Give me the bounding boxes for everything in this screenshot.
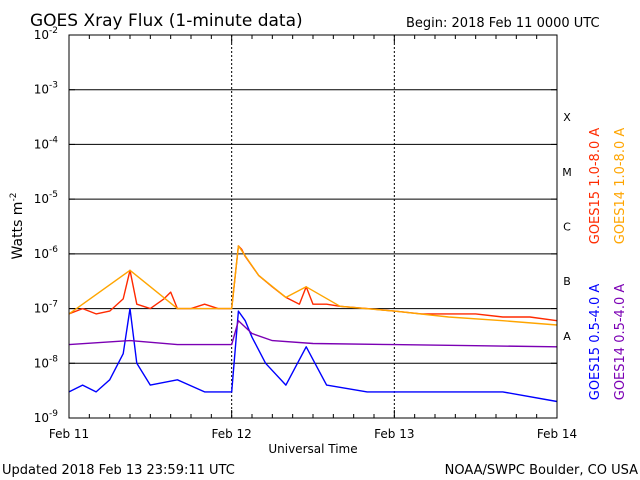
y-tick-label: 10-4 bbox=[34, 135, 59, 151]
credit: NOAA/SWPC Boulder, CO USA bbox=[445, 463, 638, 478]
flare-class-m: M bbox=[562, 166, 572, 179]
flare-class-a: A bbox=[563, 330, 571, 343]
flare-class-c: C bbox=[563, 221, 571, 234]
x-tick-label: Feb 12 bbox=[211, 427, 251, 441]
x-tick-label: Feb 11 bbox=[49, 427, 89, 441]
series-layer bbox=[68, 245, 558, 403]
flare-class-b: B bbox=[563, 275, 571, 288]
y-tick-label: 10-8 bbox=[34, 354, 59, 370]
x-tick-label: Feb 13 bbox=[374, 427, 414, 441]
legend: GOES15 1.0-8.0 A GOES14 1.0-8.0 A GOES15 0… bbox=[588, 128, 628, 401]
flare-class-x: X bbox=[563, 111, 571, 124]
series-line-2 bbox=[68, 245, 558, 326]
series-line-3 bbox=[68, 307, 558, 403]
legend-entry-4: GOES14 0.5-4.0 A bbox=[613, 284, 628, 401]
y-tick-label: 10-6 bbox=[34, 245, 59, 261]
legend-entry-3: GOES15 0.5-4.0 A bbox=[588, 284, 603, 401]
y-tick-label: 10-5 bbox=[34, 190, 58, 206]
chart-title: GOES Xray Flux (1-minute data) bbox=[30, 11, 303, 31]
y-axis-ticks: 10-9 10-8 10-7 10-6 10-5 10-4 10-3 10-2 bbox=[34, 26, 557, 425]
updated-time: Updated 2018 Feb 13 23:59:11 UTC bbox=[2, 463, 235, 478]
series-line-4 bbox=[68, 320, 558, 348]
x-tick-label: Feb 14 bbox=[537, 427, 577, 441]
begin-time: Begin: 2018 Feb 11 0000 UTC bbox=[406, 16, 600, 31]
legend-entry-1: GOES15 1.0-8.0 A bbox=[588, 128, 603, 245]
y-tick-label: 10-9 bbox=[34, 409, 59, 425]
y-tick-label: 10-7 bbox=[34, 300, 58, 316]
y-tick-label: 10-3 bbox=[34, 81, 58, 97]
x-axis-ticks: Feb 11 Feb 12 Feb 13 Feb 14 bbox=[49, 35, 577, 441]
y-tick-label: 10-2 bbox=[34, 26, 58, 42]
x-axis-label: Universal Time bbox=[268, 442, 357, 456]
y-axis-label: Watts m-2 bbox=[9, 193, 26, 260]
flare-class-labels: A B C M X bbox=[562, 111, 572, 343]
legend-entry-2: GOES14 1.0-8.0 A bbox=[613, 128, 628, 245]
